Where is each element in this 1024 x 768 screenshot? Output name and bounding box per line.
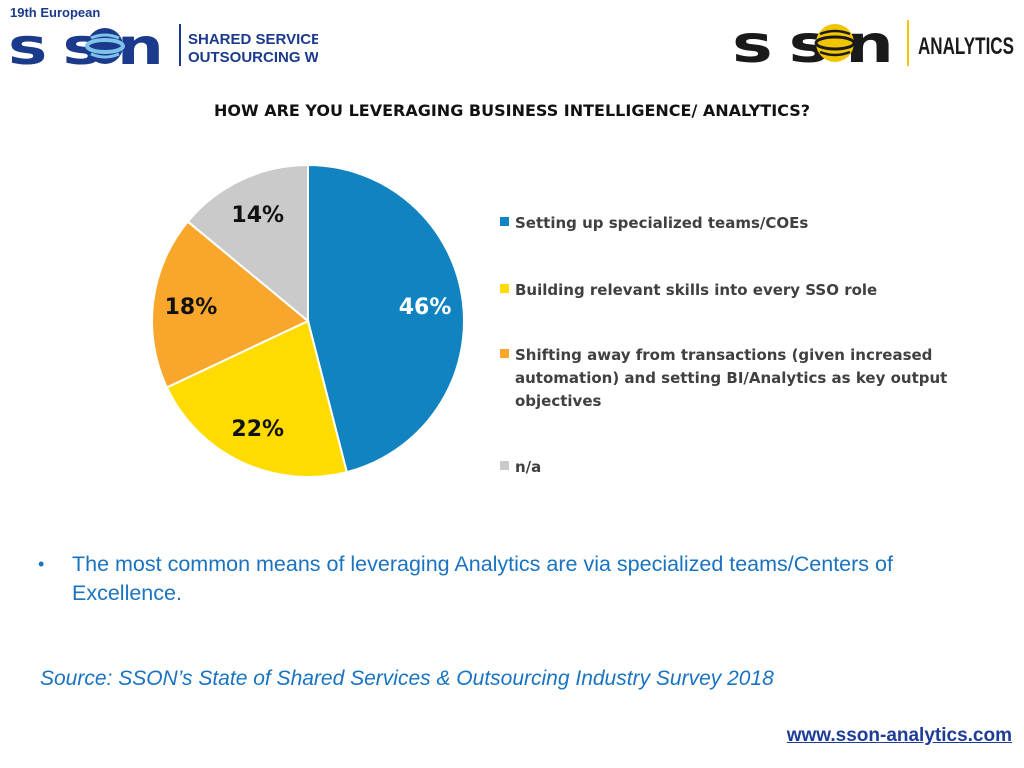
legend-label-0: Setting up specialized teams/COEs [515,214,809,232]
logo-brand-text: s s n [8,18,160,70]
legend-item-1: Building relevant skills into every SSO … [500,279,960,302]
analytics-suffix-text: ANALYTICS [918,33,1014,60]
slice-data-label-3: 14% [231,203,284,228]
analytics-brand-text: s s n [732,15,890,70]
chart-title: HOW ARE YOU LEVERAGING BUSINESS INTELLIG… [213,101,811,120]
pie-chart: 46% 22% 18% 14% [151,163,465,478]
bullet-text: The most common means of leveraging Anal… [72,552,893,605]
bullet-point: • The most common means of leveraging An… [38,550,938,608]
chart-legend: Setting up specialized teams/COEs Buildin… [500,0,970,768]
pie-slice-1 [165,319,349,478]
legend-item-3: n/a [500,456,960,479]
website-link[interactable]: www.sson-analytics.com [786,725,1012,746]
analytics-globe-icon [814,24,856,62]
legend-swatch-1 [500,284,509,293]
legend-swatch-3 [500,461,509,470]
globe-icon [85,28,125,64]
legend-label-2: Shifting away from transactions (given i… [515,346,948,410]
pie-slice-3 [186,163,309,324]
source-note: Source: SSON’s State of Shared Services … [40,667,774,690]
legend-item-0: Setting up specialized teams/COEs [500,212,960,235]
logo-line2-text: OUTSOURCING WEEK [188,49,318,66]
legend-label-1: Building relevant skills into every SSO … [515,281,878,299]
legend-item-2: Shifting away from transactions (given i… [500,344,960,413]
legend-swatch-2 [500,349,509,358]
sson-event-logo: 19th European s s n SHARED SERVICES & OU… [8,5,318,70]
logo-line1-text: SHARED SERVICES & [188,31,318,48]
legend-swatch-0 [500,217,509,226]
pie-slice-0 [307,163,465,474]
slice-data-label-2: 18% [165,295,218,320]
logo-edition-text: 19th European [10,5,100,20]
slice-data-label-1: 22% [231,417,284,442]
sson-analytics-logo: s s n ANALYTICS [732,15,1014,70]
pie-slice-2 [151,220,310,389]
legend-label-3: n/a [515,458,542,476]
slice-data-label-0: 46% [399,295,452,320]
bullet-dot-icon: • [38,554,45,574]
